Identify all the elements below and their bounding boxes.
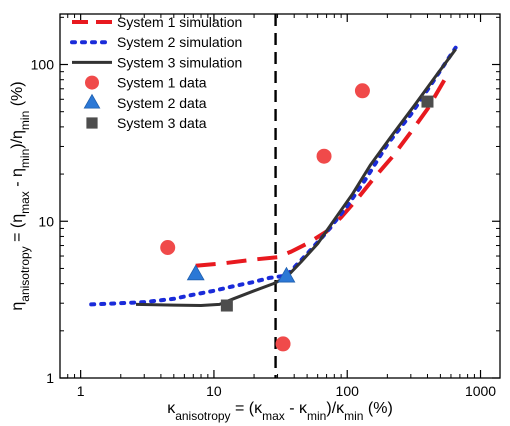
data-point <box>316 148 332 164</box>
series-system-1-simulation <box>195 74 449 268</box>
axis-title-part: = (κ <box>231 400 264 417</box>
data-point <box>220 299 233 312</box>
series-system-3-data <box>220 95 434 312</box>
legend-label: System 1 data <box>117 75 207 91</box>
series-line <box>135 48 457 307</box>
legend-item-system-3-data: System 3 data <box>86 115 207 131</box>
data-point <box>275 336 291 352</box>
legend-swatch <box>83 93 101 109</box>
axis-title-part: - κ <box>285 400 308 417</box>
data-point <box>186 264 205 281</box>
legend: System 1 simulation System 2 simulation Sy… <box>70 14 242 131</box>
series-system-2-simulation <box>89 45 458 307</box>
axis-title-part: (%) <box>363 400 392 417</box>
axis-title-part: min <box>307 409 326 423</box>
series-system-3-simulation <box>135 48 457 307</box>
axis-title-part: κ <box>167 400 176 417</box>
axis-title-part: anisotropy <box>175 409 230 423</box>
legend-label: System 1 simulation <box>117 14 242 30</box>
x-tick-label: 10 <box>206 383 222 399</box>
legend-item-system-2-simulation: System 2 simulation <box>70 34 242 50</box>
axis-title-part: = (η <box>9 214 26 246</box>
series-system-1-data <box>160 83 370 352</box>
axis-title-part: η <box>9 302 26 311</box>
legend-item-system-1-simulation: System 1 simulation <box>72 14 242 30</box>
axis-ticks: 1 10 100 1000 1 10 100 <box>31 14 500 399</box>
plot-frame <box>59 13 501 379</box>
legend-item-system-3-simulation: System 3 simulation <box>72 54 242 70</box>
data-point <box>421 95 434 108</box>
y-tick-label: 100 <box>31 57 55 73</box>
legend-label: System 3 data <box>117 115 207 131</box>
y-axis-title: ηanisotropy = (ηmax - ηmin)/ηmin (%) <box>9 81 32 310</box>
axis-title-part: min <box>18 111 32 130</box>
axis-title-part: max <box>18 191 32 214</box>
axis-title-part: min <box>18 149 32 168</box>
x-tick-label: 1 <box>77 383 85 399</box>
y-tick-label: 10 <box>38 213 54 229</box>
series-group <box>89 45 458 352</box>
axis-title-part: min <box>344 409 363 423</box>
axis-title-part: - η <box>9 168 26 191</box>
legend-item-system-1-data: System 1 data <box>85 75 207 91</box>
legend-label: System 2 data <box>117 95 207 111</box>
axes-frame <box>59 13 501 379</box>
x-axis-title: κanisotropy = (κmax - κmin)/κmin (%) <box>167 400 393 423</box>
legend-swatch <box>85 75 99 90</box>
series-system-2-data <box>186 264 296 283</box>
axis-title-part: (%) <box>9 81 26 110</box>
legend-swatch <box>86 117 98 129</box>
data-point <box>160 240 176 256</box>
legend-item-system-2-data: System 2 data <box>83 93 207 111</box>
axis-title-part: max <box>262 409 285 423</box>
x-tick-label: 1000 <box>465 383 496 399</box>
series-line <box>195 74 449 268</box>
axis-title-part: )/κ <box>326 400 345 417</box>
x-tick-label: 100 <box>336 383 360 399</box>
legend-label: System 3 simulation <box>117 54 242 70</box>
axis-title-part: anisotropy <box>18 246 32 301</box>
y-tick-label: 1 <box>46 370 54 386</box>
data-point <box>354 83 370 99</box>
axis-title-part: )/η <box>9 130 26 149</box>
data-point <box>277 266 296 283</box>
legend-label: System 2 simulation <box>117 34 242 50</box>
series-line <box>89 45 458 307</box>
